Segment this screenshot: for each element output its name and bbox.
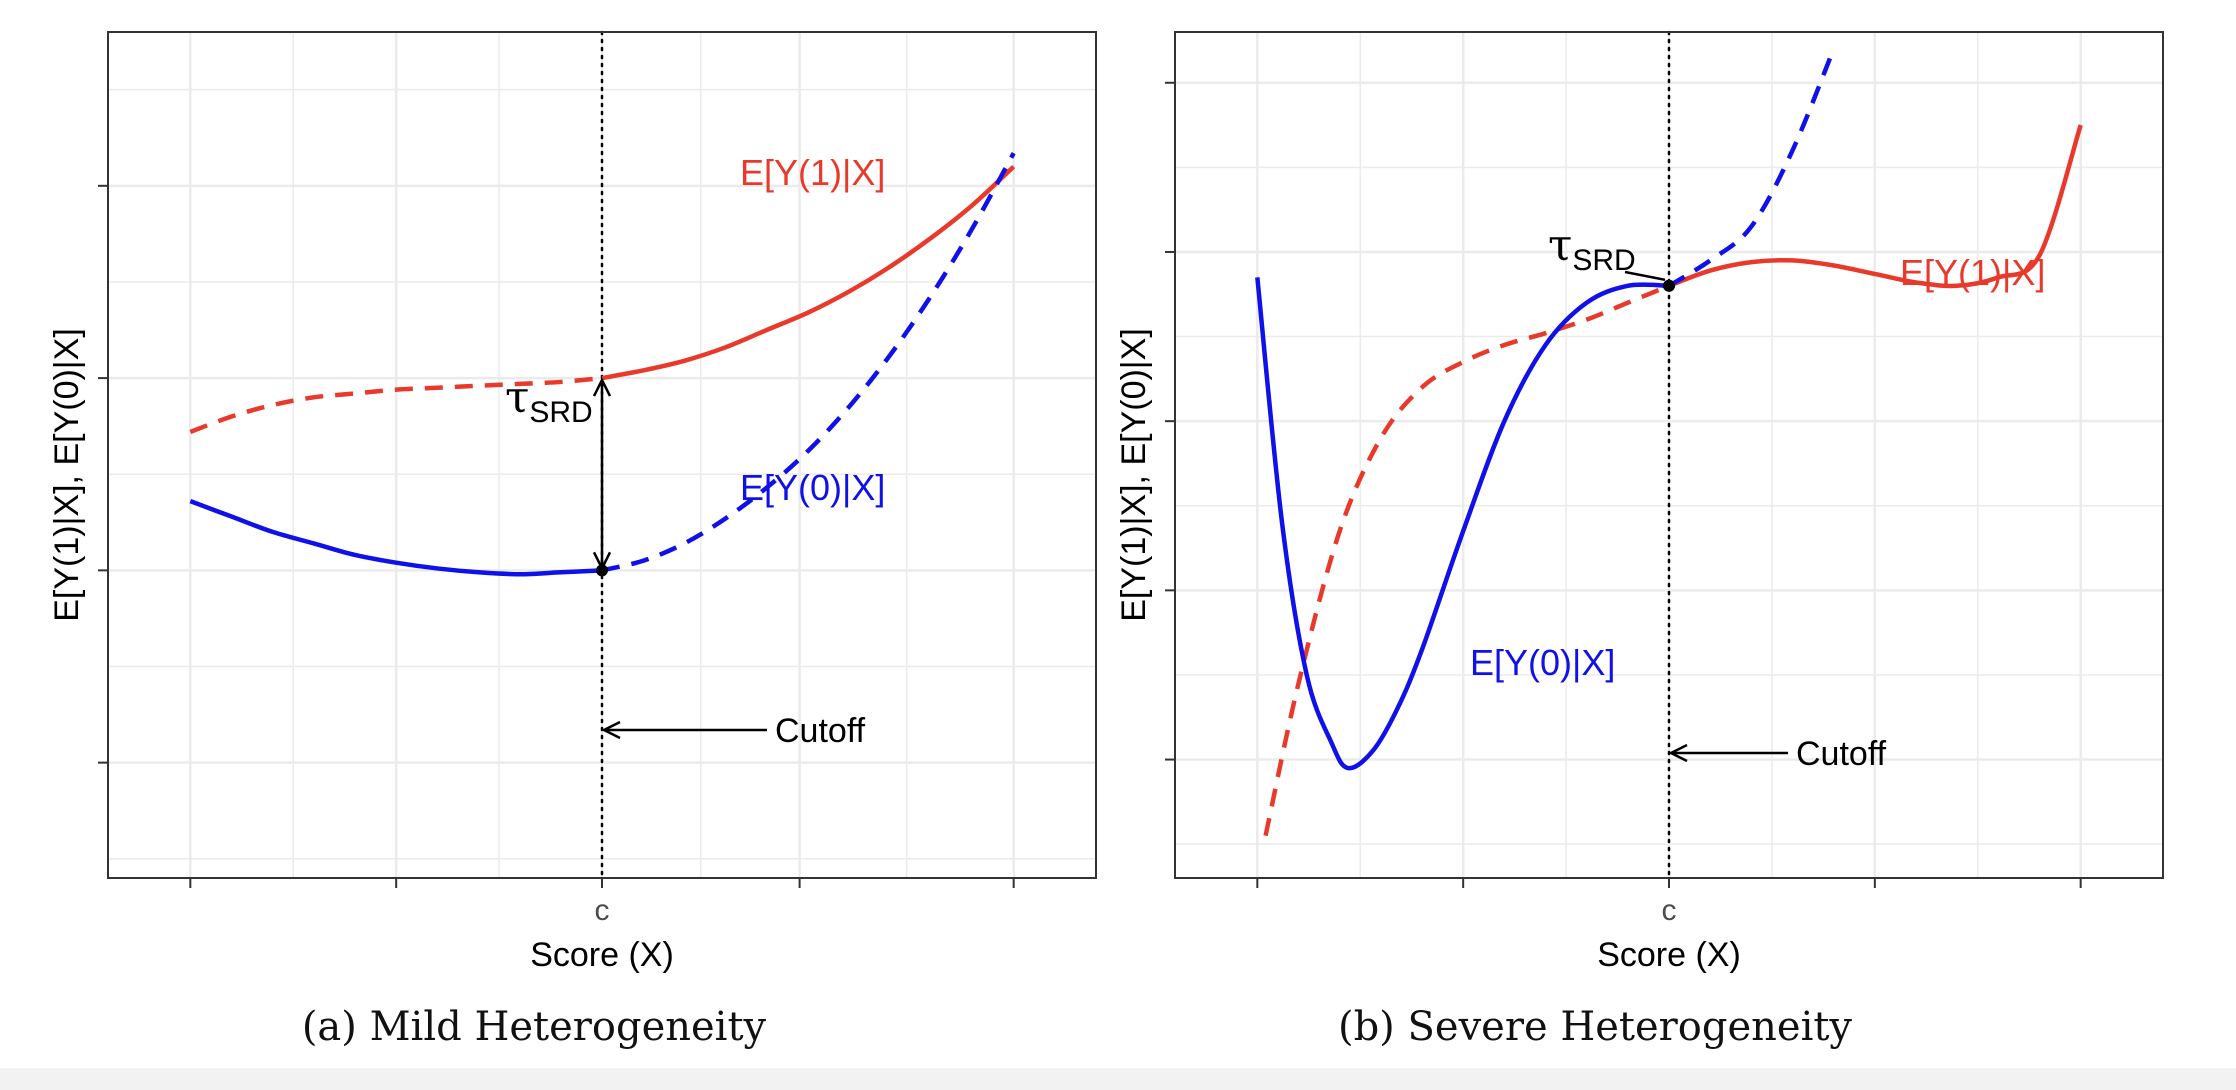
x-tick-label-cutoff: c [595, 894, 610, 927]
cutoff-annotation-label: Cutoff [775, 712, 866, 750]
tau-symbol: τ [1548, 220, 1572, 271]
series-y1-counterfactual [1263, 283, 1670, 837]
panel-mild-heterogeneity: c τSRD E[Y(1)|X] E[Y(0)|X] Cutoff Score (X) E[… [48, 30, 1097, 1050]
x-tick-label-cutoff: c [1662, 894, 1677, 927]
series-y1-counterfactual [189, 375, 603, 435]
label-y1: E[Y(1)|X] [1900, 252, 2045, 293]
panel-caption: (a) Mild Heterogeneity [302, 1004, 767, 1050]
label-y1: E[Y(1)|X] [740, 152, 885, 193]
tau-srd-label: τSRD [505, 372, 593, 429]
label-y0: E[Y(0)|X] [740, 467, 885, 508]
x-axis-title: Score (X) [530, 936, 674, 974]
tau-pointer-line [1624, 270, 1666, 282]
series-y0-counterfactual [601, 152, 1016, 573]
cutoff-point-y1 [1663, 279, 1675, 292]
panel-caption: (b) Severe Heterogeneity [1338, 1004, 1852, 1050]
series-y0-observed [189, 499, 603, 577]
x-axis-title: Score (X) [1597, 936, 1741, 974]
tau-symbol: τ [505, 372, 529, 423]
cutoff-annotation-label: Cutoff [1796, 735, 1887, 773]
tau-srd-label: τSRD [1548, 220, 1636, 277]
bottom-band [0, 1068, 2236, 1090]
series-y1-observed [601, 164, 1016, 381]
label-y0: E[Y(0)|X] [1470, 642, 1615, 683]
tau-subscript: SRD [1572, 244, 1635, 277]
series-y0-counterfactual [1667, 48, 1836, 288]
axis-ticks [98, 184, 1015, 888]
panel-border [107, 31, 1097, 879]
panel-border [1174, 31, 2164, 879]
axis-ticks [1165, 81, 2082, 888]
panel-severe-heterogeneity: c τSRD E[Y(1)|X] E[Y(0)|X] Cutoff Score (X) E[… [1115, 30, 2164, 1050]
series-y0-observed [1255, 277, 1670, 771]
series-y1-observed [1668, 124, 2083, 289]
tau-subscript: SRD [529, 396, 592, 429]
y-axis-title: E[Y(1)|X], E[Y(0)|X] [48, 328, 86, 622]
y-axis-title: E[Y(1)|X], E[Y(0)|X] [1115, 328, 1153, 622]
